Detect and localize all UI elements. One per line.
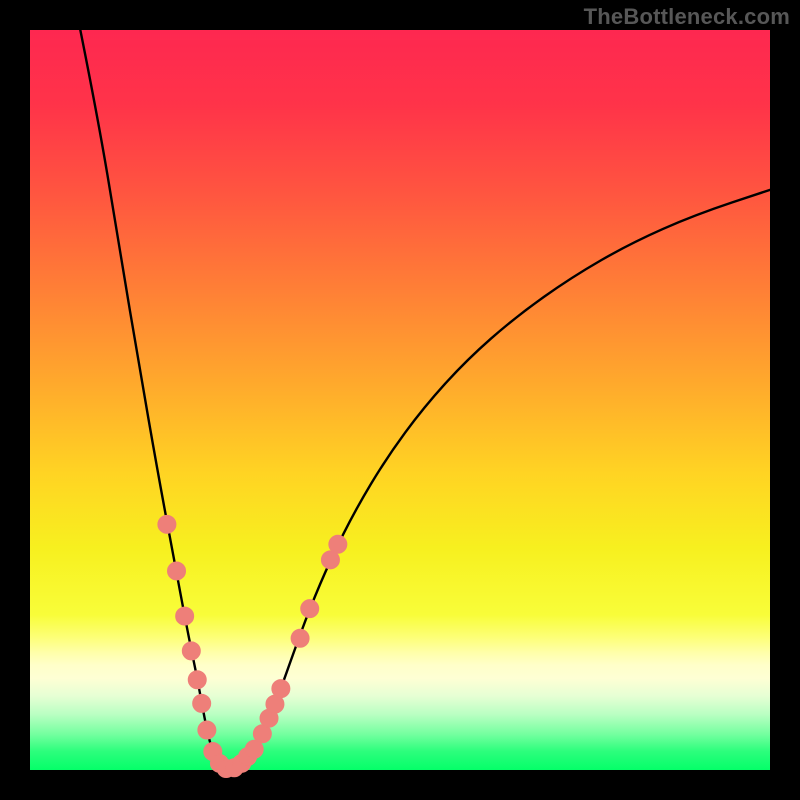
- sample-marker: [158, 515, 176, 533]
- sample-marker: [188, 671, 206, 689]
- watermark-text: TheBottleneck.com: [584, 4, 790, 30]
- plot-background: [30, 30, 770, 770]
- sample-marker: [182, 642, 200, 660]
- sample-marker: [329, 535, 347, 553]
- sample-marker: [291, 629, 309, 647]
- chart-svg: [0, 0, 800, 800]
- sample-marker: [272, 680, 290, 698]
- sample-marker: [193, 694, 211, 712]
- sample-marker: [301, 600, 319, 618]
- sample-marker: [168, 562, 186, 580]
- sample-marker: [198, 721, 216, 739]
- sample-marker: [176, 607, 194, 625]
- chart-container: TheBottleneck.com: [0, 0, 800, 800]
